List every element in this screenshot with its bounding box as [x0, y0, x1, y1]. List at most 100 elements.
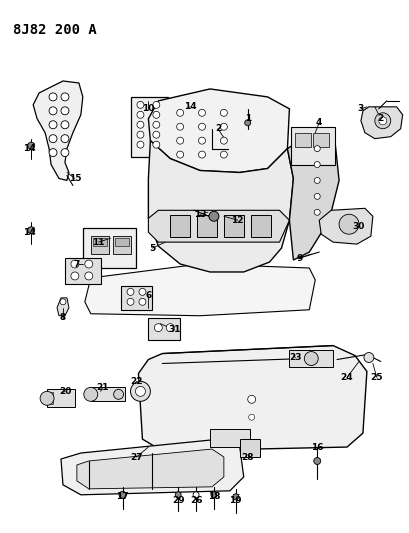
Text: 1: 1 — [244, 114, 250, 123]
Circle shape — [137, 122, 144, 128]
Circle shape — [176, 109, 183, 116]
Circle shape — [49, 121, 57, 129]
Text: 21: 21 — [96, 383, 109, 392]
Text: 4: 4 — [315, 118, 321, 127]
Circle shape — [137, 111, 144, 118]
Polygon shape — [85, 264, 315, 316]
Circle shape — [135, 386, 145, 397]
Polygon shape — [148, 211, 289, 242]
Circle shape — [166, 324, 174, 332]
Circle shape — [49, 107, 57, 115]
Circle shape — [40, 391, 54, 405]
Text: 5: 5 — [149, 244, 155, 253]
Circle shape — [71, 260, 79, 268]
Circle shape — [303, 352, 317, 366]
Text: 11: 11 — [92, 238, 105, 247]
Text: 16: 16 — [310, 442, 323, 451]
Circle shape — [153, 122, 160, 128]
Bar — [115, 238, 128, 246]
Bar — [92, 238, 106, 246]
Circle shape — [137, 101, 144, 108]
Text: 8: 8 — [60, 313, 66, 322]
Bar — [291, 127, 334, 165]
Bar — [209, 429, 249, 447]
Circle shape — [193, 492, 198, 498]
Text: 6: 6 — [145, 292, 151, 301]
Circle shape — [313, 193, 319, 199]
Bar — [148, 318, 180, 340]
Circle shape — [61, 107, 69, 115]
Circle shape — [127, 298, 134, 305]
Bar — [197, 215, 216, 237]
Text: 9: 9 — [295, 254, 302, 263]
Circle shape — [61, 135, 69, 143]
Circle shape — [313, 209, 319, 215]
Circle shape — [60, 299, 66, 305]
Circle shape — [176, 137, 183, 144]
Text: 2: 2 — [377, 114, 383, 123]
Text: 22: 22 — [130, 377, 142, 386]
Bar — [120, 286, 152, 310]
Polygon shape — [57, 298, 69, 316]
Circle shape — [313, 161, 319, 167]
Bar — [130, 97, 168, 157]
Circle shape — [198, 109, 205, 116]
Circle shape — [83, 387, 97, 401]
Text: 23: 23 — [288, 353, 301, 362]
Text: 7: 7 — [74, 260, 80, 269]
Circle shape — [175, 492, 181, 498]
Circle shape — [153, 141, 160, 148]
Circle shape — [248, 414, 254, 420]
Circle shape — [113, 389, 123, 399]
Text: 24: 24 — [340, 373, 353, 382]
Text: 26: 26 — [189, 496, 202, 505]
Bar — [83, 228, 136, 268]
Circle shape — [220, 123, 227, 130]
Bar — [223, 215, 243, 237]
Circle shape — [139, 288, 146, 295]
Circle shape — [28, 142, 35, 149]
Circle shape — [61, 121, 69, 129]
Text: 31: 31 — [168, 325, 180, 334]
Circle shape — [49, 135, 57, 143]
Bar — [170, 215, 190, 237]
Text: 3: 3 — [357, 104, 363, 114]
Circle shape — [338, 214, 358, 234]
Circle shape — [85, 260, 92, 268]
Bar — [47, 392, 53, 404]
Polygon shape — [33, 81, 83, 181]
Circle shape — [28, 227, 35, 233]
Text: 17: 17 — [116, 492, 128, 502]
Text: 14: 14 — [23, 228, 36, 237]
Circle shape — [71, 272, 79, 280]
Circle shape — [49, 93, 57, 101]
Circle shape — [247, 395, 255, 403]
Bar — [47, 389, 75, 407]
Circle shape — [85, 272, 92, 280]
Circle shape — [61, 149, 69, 157]
Text: 25: 25 — [370, 373, 382, 382]
Bar — [239, 439, 259, 457]
Circle shape — [198, 123, 205, 130]
Circle shape — [374, 113, 390, 129]
Text: 19: 19 — [229, 496, 241, 505]
Circle shape — [313, 177, 319, 183]
Text: 8J82 200 A: 8J82 200 A — [13, 23, 97, 37]
Bar — [112, 236, 130, 254]
Text: 28: 28 — [241, 453, 253, 462]
Polygon shape — [76, 449, 223, 489]
Circle shape — [198, 137, 205, 144]
Polygon shape — [319, 208, 372, 244]
Circle shape — [244, 120, 250, 126]
Circle shape — [209, 211, 218, 221]
Text: 29: 29 — [171, 496, 184, 505]
Circle shape — [137, 141, 144, 148]
Polygon shape — [148, 89, 289, 173]
Bar — [90, 236, 108, 254]
Text: 14: 14 — [23, 144, 36, 153]
Bar — [312, 133, 328, 147]
Circle shape — [61, 93, 69, 101]
Text: 13: 13 — [193, 210, 206, 219]
Circle shape — [153, 131, 160, 138]
Polygon shape — [138, 345, 366, 451]
